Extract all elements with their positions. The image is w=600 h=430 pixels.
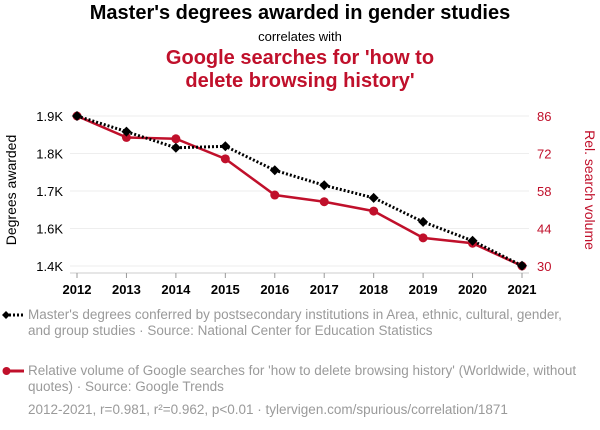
x-tick-label: 2012 [63, 282, 92, 297]
degrees-point [72, 111, 82, 121]
search-volume-point [418, 233, 428, 243]
chart-title: Master's degrees awarded in gender studi… [89, 2, 511, 24]
legend-item-searches: Relative volume of Google searches for '… [2, 363, 588, 395]
x-tick-label: 2015 [211, 282, 240, 297]
y-tick-left: 1.9K [36, 109, 63, 124]
legend-item-degrees: Master's degrees conferred by postsecond… [2, 307, 588, 339]
y-tick-left: 1.8K [36, 147, 63, 162]
degrees-point [319, 180, 330, 191]
degrees-line [76, 114, 523, 268]
footer-stats: 2012-2021, r=0.981, r²=0.962, p<0.01 · t… [28, 402, 508, 417]
y-axis-left-label: Degrees awarded [3, 135, 19, 246]
x-tick-label: 2014 [161, 282, 191, 297]
degrees-point [269, 165, 280, 176]
correlates-label: correlates with [258, 29, 342, 44]
y-tick-right: 86 [537, 109, 551, 124]
subtitle-line-1: Google searches for 'how to [165, 47, 435, 69]
search-volume-point [369, 206, 379, 216]
legend-label-searches: Relative volume of Google searches for '… [28, 363, 577, 394]
x-tick-label: 2013 [112, 282, 141, 297]
diamond-dotted-line-icon [2, 311, 25, 319]
circle-line-icon [2, 367, 24, 375]
y-tick-left: 1.4K [36, 259, 63, 274]
y-tick-right: 72 [537, 147, 551, 162]
degrees-point [170, 142, 181, 153]
degrees-point [418, 216, 429, 227]
search-volume-point [171, 134, 181, 144]
x-tick-label: 2018 [359, 282, 388, 297]
x-tick-label: 2016 [260, 282, 289, 297]
degrees-point [121, 126, 132, 137]
y-tick-left: 1.6K [36, 222, 63, 237]
legend-label-degrees: Master's degrees conferred by postsecond… [28, 307, 562, 338]
search-volume-point [270, 190, 280, 200]
degrees-point [220, 141, 231, 152]
chart-subtitle: Google searches for 'how to delete brows… [0, 47, 600, 93]
search-volume-line [76, 114, 523, 268]
x-tick-label: 2017 [310, 282, 339, 297]
y-tick-right: 30 [537, 259, 551, 274]
y-tick-right: 44 [537, 222, 551, 237]
x-tick-label: 2021 [508, 282, 537, 297]
y-tick-right: 58 [537, 184, 551, 199]
subtitle-line-2: delete browsing history' [185, 70, 415, 92]
x-tick-label: 2019 [409, 282, 438, 297]
y-tick-left: 1.7K [36, 184, 63, 199]
degrees-point [517, 260, 527, 271]
search-volume-point [220, 154, 230, 164]
degrees-point [467, 235, 478, 246]
search-volume-point [319, 197, 329, 207]
y-axis-right-label: Rel. search volume [582, 130, 598, 250]
degrees-point [368, 192, 379, 203]
x-tick-label: 2020 [458, 282, 487, 297]
search-volume-point [121, 132, 131, 142]
